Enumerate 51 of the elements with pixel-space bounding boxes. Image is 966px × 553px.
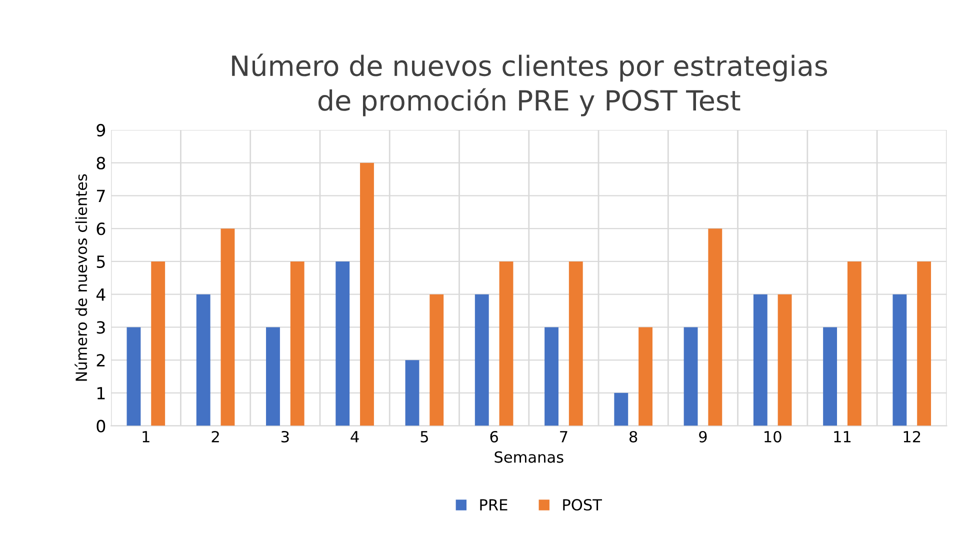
- y-tick-label: 8: [96, 156, 106, 170]
- legend-label: PRE: [480, 499, 508, 510]
- bar: [220, 228, 235, 426]
- x-tick-label: 11: [834, 431, 851, 442]
- y-tick-label: 6: [96, 222, 106, 236]
- bar: [126, 327, 141, 426]
- x-tick-label: 1: [142, 431, 150, 442]
- bar: [892, 294, 907, 426]
- bar: [290, 261, 304, 426]
- bar: [430, 294, 444, 426]
- bar: [196, 294, 210, 426]
- bar: [336, 261, 350, 426]
- y-tick-label: 1: [97, 387, 105, 400]
- bar: [360, 162, 374, 426]
- bar: [405, 360, 420, 426]
- bar: [474, 294, 489, 426]
- y-tick-label: 4: [96, 288, 106, 301]
- bar: [753, 294, 768, 426]
- bar: [638, 327, 652, 426]
- x-tick-label: 3: [281, 430, 289, 442]
- bar: [614, 392, 628, 426]
- x-axis-title: Semanas: [494, 451, 564, 463]
- bar: [847, 261, 862, 426]
- bar: [708, 228, 722, 426]
- y-tick-label: 7: [96, 190, 105, 202]
- bar: [917, 261, 932, 426]
- bar: [499, 261, 514, 426]
- y-tick-label: 9: [96, 124, 106, 137]
- x-tick-label: 6: [490, 430, 498, 442]
- y-tick-label: 5: [96, 256, 105, 268]
- x-tick-label: 8: [630, 430, 638, 442]
- x-tick-label: 2: [212, 430, 219, 442]
- bar: [266, 327, 280, 426]
- y-axis-title: Número de nuevos clientes: [74, 174, 88, 381]
- x-tick-label: 12: [904, 430, 920, 442]
- x-tick-label: 4: [350, 431, 359, 442]
- chart-title: Número de nuevos clientes por estrategias de promoción PRE y POST Test: [232, 54, 828, 116]
- x-tick-label: 9: [699, 430, 707, 442]
- bar: [568, 261, 583, 426]
- bar: [544, 327, 558, 426]
- y-tick-label: 2: [96, 354, 105, 366]
- bar: [684, 327, 698, 426]
- bar: [778, 294, 792, 426]
- x-tick-label: 5: [420, 431, 428, 442]
- bar: [823, 327, 838, 426]
- y-tick-label: 3: [96, 321, 105, 334]
- x-tick-label: 10: [764, 430, 782, 442]
- bar: [151, 261, 166, 426]
- x-tick-label: 7: [560, 431, 568, 442]
- legend-label: POST: [563, 499, 602, 511]
- y-tick-label: 0: [96, 420, 106, 432]
